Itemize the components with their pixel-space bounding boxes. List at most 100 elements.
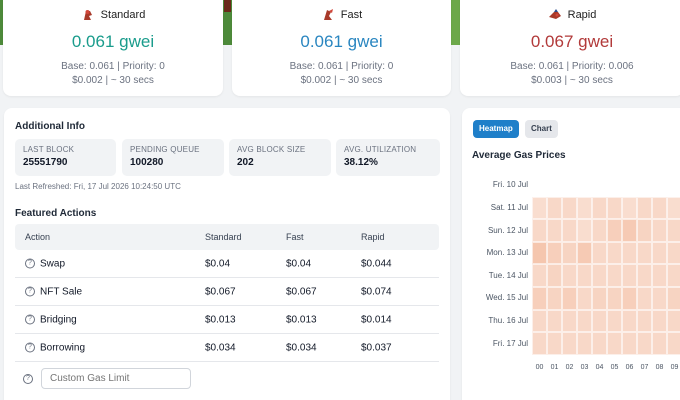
- heatmap-cell[interactable]: [532, 309, 547, 333]
- heatmap-cell[interactable]: [547, 196, 562, 220]
- heatmap-cell[interactable]: [637, 332, 652, 355]
- heatmap-cell[interactable]: [577, 241, 592, 265]
- heatmap-cell[interactable]: [562, 219, 577, 242]
- heatmap-cell[interactable]: [562, 241, 577, 265]
- heatmap-cell[interactable]: [532, 196, 547, 220]
- heatmap-cell[interactable]: [652, 241, 667, 265]
- heatmap-cell[interactable]: [607, 264, 622, 287]
- heatmap-cell[interactable]: [577, 264, 592, 287]
- heatmap-cell[interactable]: [592, 219, 607, 242]
- help-icon[interactable]: ?: [23, 373, 33, 384]
- heatmap-cell[interactable]: [637, 309, 652, 333]
- chart-title: Average Gas Prices: [472, 150, 566, 161]
- heatmap-cell[interactable]: [547, 241, 562, 265]
- heatmap-cell[interactable]: [562, 332, 577, 355]
- heatmap-cell[interactable]: [667, 287, 680, 310]
- heatmap-cell[interactable]: [547, 309, 562, 333]
- heatmap-cell[interactable]: [622, 309, 637, 333]
- help-icon[interactable]: ?: [25, 258, 35, 269]
- heatmap-cell[interactable]: [622, 264, 637, 287]
- table-row: ? Swap $0.04 $0.04 $0.044: [15, 250, 439, 278]
- heatmap-cell[interactable]: [607, 219, 622, 242]
- heatmap-cell[interactable]: [592, 332, 607, 355]
- heatmap-cell[interactable]: [607, 196, 622, 220]
- heatmap-cell[interactable]: [652, 264, 667, 287]
- heatmap-cell[interactable]: [607, 241, 622, 265]
- heatmap-cell[interactable]: [667, 264, 680, 287]
- rapid-cost: $0.074: [361, 286, 392, 297]
- heatmap-cell[interactable]: [637, 264, 652, 287]
- help-icon[interactable]: ?: [25, 314, 35, 325]
- heatmap-cell[interactable]: [637, 241, 652, 265]
- heatmap-cell[interactable]: [637, 219, 652, 242]
- heatmap-cell[interactable]: [562, 264, 577, 287]
- tab-chart[interactable]: Chart: [525, 120, 558, 138]
- heatmap-cell[interactable]: [667, 196, 680, 220]
- heatmap-cell[interactable]: [622, 196, 637, 220]
- heatmap-cell[interactable]: [637, 287, 652, 310]
- standard-cost: $0.067: [205, 286, 236, 297]
- help-icon[interactable]: ?: [25, 286, 35, 297]
- table-row: ? Borrowing $0.034 $0.034 $0.037: [15, 334, 439, 362]
- heatmap-cell[interactable]: [667, 241, 680, 265]
- heatmap-cell[interactable]: [547, 332, 562, 355]
- heatmap-cell[interactable]: [622, 219, 637, 242]
- heatmap-cell[interactable]: [547, 264, 562, 287]
- tab-heatmap[interactable]: Heatmap: [473, 120, 519, 138]
- heatmap-cell[interactable]: [532, 332, 547, 355]
- heatmap-cell[interactable]: [592, 264, 607, 287]
- heatmap-cell[interactable]: [592, 196, 607, 220]
- heatmap-cell[interactable]: [637, 196, 652, 220]
- table-header: Action Standard Fast Rapid: [15, 224, 439, 250]
- heatmap-cell[interactable]: [592, 309, 607, 333]
- heatmap-y-label: Wed. 15 Jul: [485, 293, 528, 303]
- heatmap-x-label: 04: [595, 364, 604, 371]
- standard-cost: $0.034: [205, 342, 236, 353]
- heatmap-cell[interactable]: [607, 287, 622, 310]
- standard-cost-time: $0.002 | ~ 30 secs: [72, 75, 154, 86]
- fast-cost: $0.013: [286, 314, 317, 325]
- heatmap-cell[interactable]: [607, 332, 622, 355]
- fast-gas-card: Fast 0.061 gwei Base: 0.061 | Priority: …: [232, 0, 451, 96]
- heatmap-cell[interactable]: [652, 219, 667, 242]
- heatmap-cell[interactable]: [547, 219, 562, 242]
- rapid-cost-time: $0.003 | ~ 30 secs: [531, 75, 613, 86]
- help-icon[interactable]: ?: [25, 342, 35, 353]
- rapid-base-priority: Base: 0.061 | Priority: 0.006: [510, 61, 634, 72]
- additional-info-title: Additional Info: [15, 121, 85, 132]
- heatmap-cell[interactable]: [607, 309, 622, 333]
- heatmap-cell[interactable]: [667, 332, 680, 355]
- heatmap-cell[interactable]: [667, 309, 680, 333]
- heatmap-cell[interactable]: [577, 196, 592, 220]
- heatmap-cell[interactable]: [562, 287, 577, 310]
- heatmap-cell[interactable]: [622, 241, 637, 265]
- heatmap-cell[interactable]: [532, 241, 547, 265]
- heatmap-cell[interactable]: [652, 287, 667, 310]
- heatmap-cell[interactable]: [532, 287, 547, 310]
- heatmap-cell[interactable]: [652, 196, 667, 220]
- heatmap-cell[interactable]: [547, 287, 562, 310]
- heatmap-cell[interactable]: [622, 287, 637, 310]
- heatmap-cell[interactable]: [652, 332, 667, 355]
- heatmap-cell[interactable]: [532, 264, 547, 287]
- heatmap-cell[interactable]: [577, 332, 592, 355]
- table-row: ? NFT Sale $0.067 $0.067 $0.074: [15, 278, 439, 306]
- fast-cost-time: $0.002 | ~ 30 secs: [300, 75, 383, 86]
- heatmap-cell[interactable]: [622, 332, 637, 355]
- heatmap-cell[interactable]: [592, 287, 607, 310]
- heatmap-cell[interactable]: [562, 196, 577, 220]
- background-image-strip-left: [0, 0, 5, 45]
- action-name: Bridging: [40, 314, 77, 325]
- heatmap-cell[interactable]: [532, 219, 547, 242]
- heatmap-cell[interactable]: [652, 309, 667, 333]
- heatmap-cell[interactable]: [667, 219, 680, 242]
- standard-price: 0.061 gwei: [71, 32, 155, 51]
- heatmap-cell[interactable]: [592, 241, 607, 265]
- heatmap-cell[interactable]: [577, 219, 592, 242]
- rapid-speed-icon: [548, 9, 561, 19]
- heatmap-y-label: Fri. 17 Jul: [492, 338, 528, 348]
- heatmap-cell[interactable]: [562, 309, 577, 333]
- heatmap-cell[interactable]: [577, 287, 592, 310]
- heatmap-cell[interactable]: [577, 309, 592, 333]
- custom-gas-limit-input[interactable]: [41, 368, 191, 389]
